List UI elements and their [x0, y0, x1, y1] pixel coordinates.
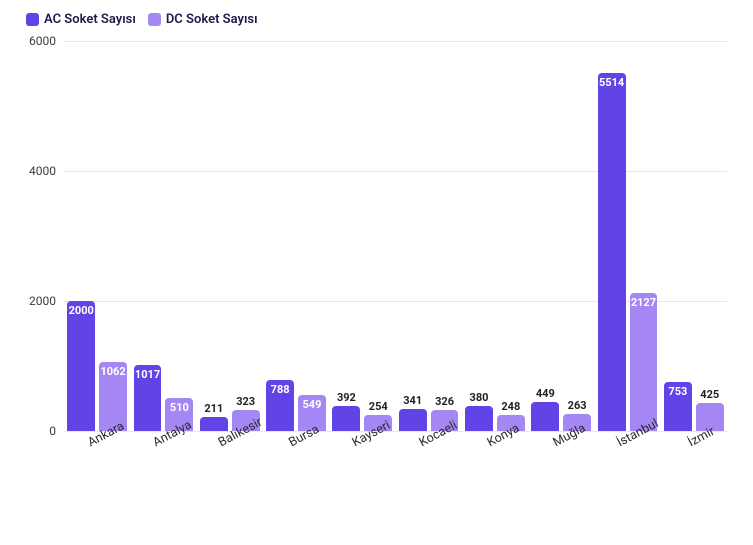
x-axis-labels: AnkaraAntalyaBalıkesirBursaKayseriKocael…: [64, 431, 727, 495]
bar[interactable]: 788: [266, 380, 294, 431]
bar-value-label: 211: [204, 402, 223, 415]
plot-area: 0200040006000200010621017510211323788549…: [64, 41, 727, 431]
legend-item-ac: AC Soket Sayısı: [26, 12, 136, 27]
bar-group: 5514 2127: [594, 41, 660, 431]
bar-value-label: 248: [501, 400, 520, 413]
x-label-cell: Ankara: [64, 431, 130, 495]
y-tick-label: 2000: [29, 294, 56, 308]
bar-value-label: 263: [568, 399, 587, 412]
bar-group: 392 254: [329, 41, 395, 431]
x-label-cell: Kayseri: [329, 431, 395, 495]
bar-value-label: 2127: [631, 296, 656, 309]
bar-value-label: 1017: [135, 368, 160, 381]
bar-value-label: 254: [369, 400, 388, 413]
bar[interactable]: 1017: [134, 365, 162, 431]
legend-item-dc: DC Soket Sayısı: [148, 12, 258, 27]
x-label-cell: Antalya: [130, 431, 196, 495]
bar[interactable]: 341: [399, 409, 427, 431]
bar[interactable]: 211: [200, 417, 228, 431]
y-tick-label: 4000: [29, 164, 56, 178]
bar[interactable]: 380: [465, 406, 493, 431]
x-label-cell: Muğla: [528, 431, 594, 495]
legend-swatch-ac: [26, 13, 39, 26]
bar-group: 788 549: [263, 41, 329, 431]
bar-group: 211 323: [197, 41, 263, 431]
bar-value-label: 5514: [599, 76, 624, 89]
bar[interactable]: 392: [332, 406, 360, 431]
chart-legend: AC Soket Sayısı DC Soket Sayısı: [20, 12, 733, 27]
bar[interactable]: 753: [664, 382, 692, 431]
legend-swatch-dc: [148, 13, 161, 26]
bar-group: 1017 510: [130, 41, 196, 431]
bar-value-label: 323: [236, 395, 255, 408]
bar-group: 753 425: [661, 41, 727, 431]
bar[interactable]: 1062: [99, 362, 127, 431]
bar-value-label: 449: [536, 387, 555, 400]
x-label-cell: İzmir: [661, 431, 727, 495]
bar[interactable]: 2127: [630, 293, 658, 431]
x-label-cell: Balıkesir: [197, 431, 263, 495]
y-tick-label: 6000: [29, 34, 56, 48]
bar-value-label: 1062: [100, 365, 125, 378]
bar-value-label: 510: [170, 401, 189, 414]
bar[interactable]: 449: [531, 402, 559, 431]
bar-value-label: 753: [668, 385, 687, 398]
x-label-cell: Konya: [462, 431, 528, 495]
bar[interactable]: 2000: [67, 301, 95, 431]
socket-count-chart: 0 2000 4000 6000 2000 1062 1017 510 211 323 788 549…: [20, 35, 733, 495]
y-tick-label: 0: [49, 424, 56, 438]
bar-group: 380 248: [462, 41, 528, 431]
bar-value-label: 2000: [69, 304, 94, 317]
x-label-cell: Kocaeli: [395, 431, 461, 495]
bar-value-label: 549: [302, 398, 321, 411]
bar-group: 341 326: [395, 41, 461, 431]
bar-group: 449 263: [528, 41, 594, 431]
bar-value-label: 326: [435, 395, 454, 408]
bar-value-label: 425: [700, 388, 719, 401]
legend-label-ac: AC Soket Sayısı: [44, 12, 136, 27]
bar-groups: 2000106210175102113237885493922543413263…: [64, 41, 727, 431]
bar-value-label: 788: [271, 383, 290, 396]
legend-label-dc: DC Soket Sayısı: [166, 12, 258, 27]
x-label-cell: Bursa: [263, 431, 329, 495]
bar-value-label: 392: [337, 391, 356, 404]
bar[interactable]: 5514: [598, 73, 626, 431]
bar-value-label: 380: [470, 391, 489, 404]
bar-group: 2000 1062: [64, 41, 130, 431]
x-label-cell: İstanbul: [594, 431, 660, 495]
bar-value-label: 341: [403, 394, 422, 407]
